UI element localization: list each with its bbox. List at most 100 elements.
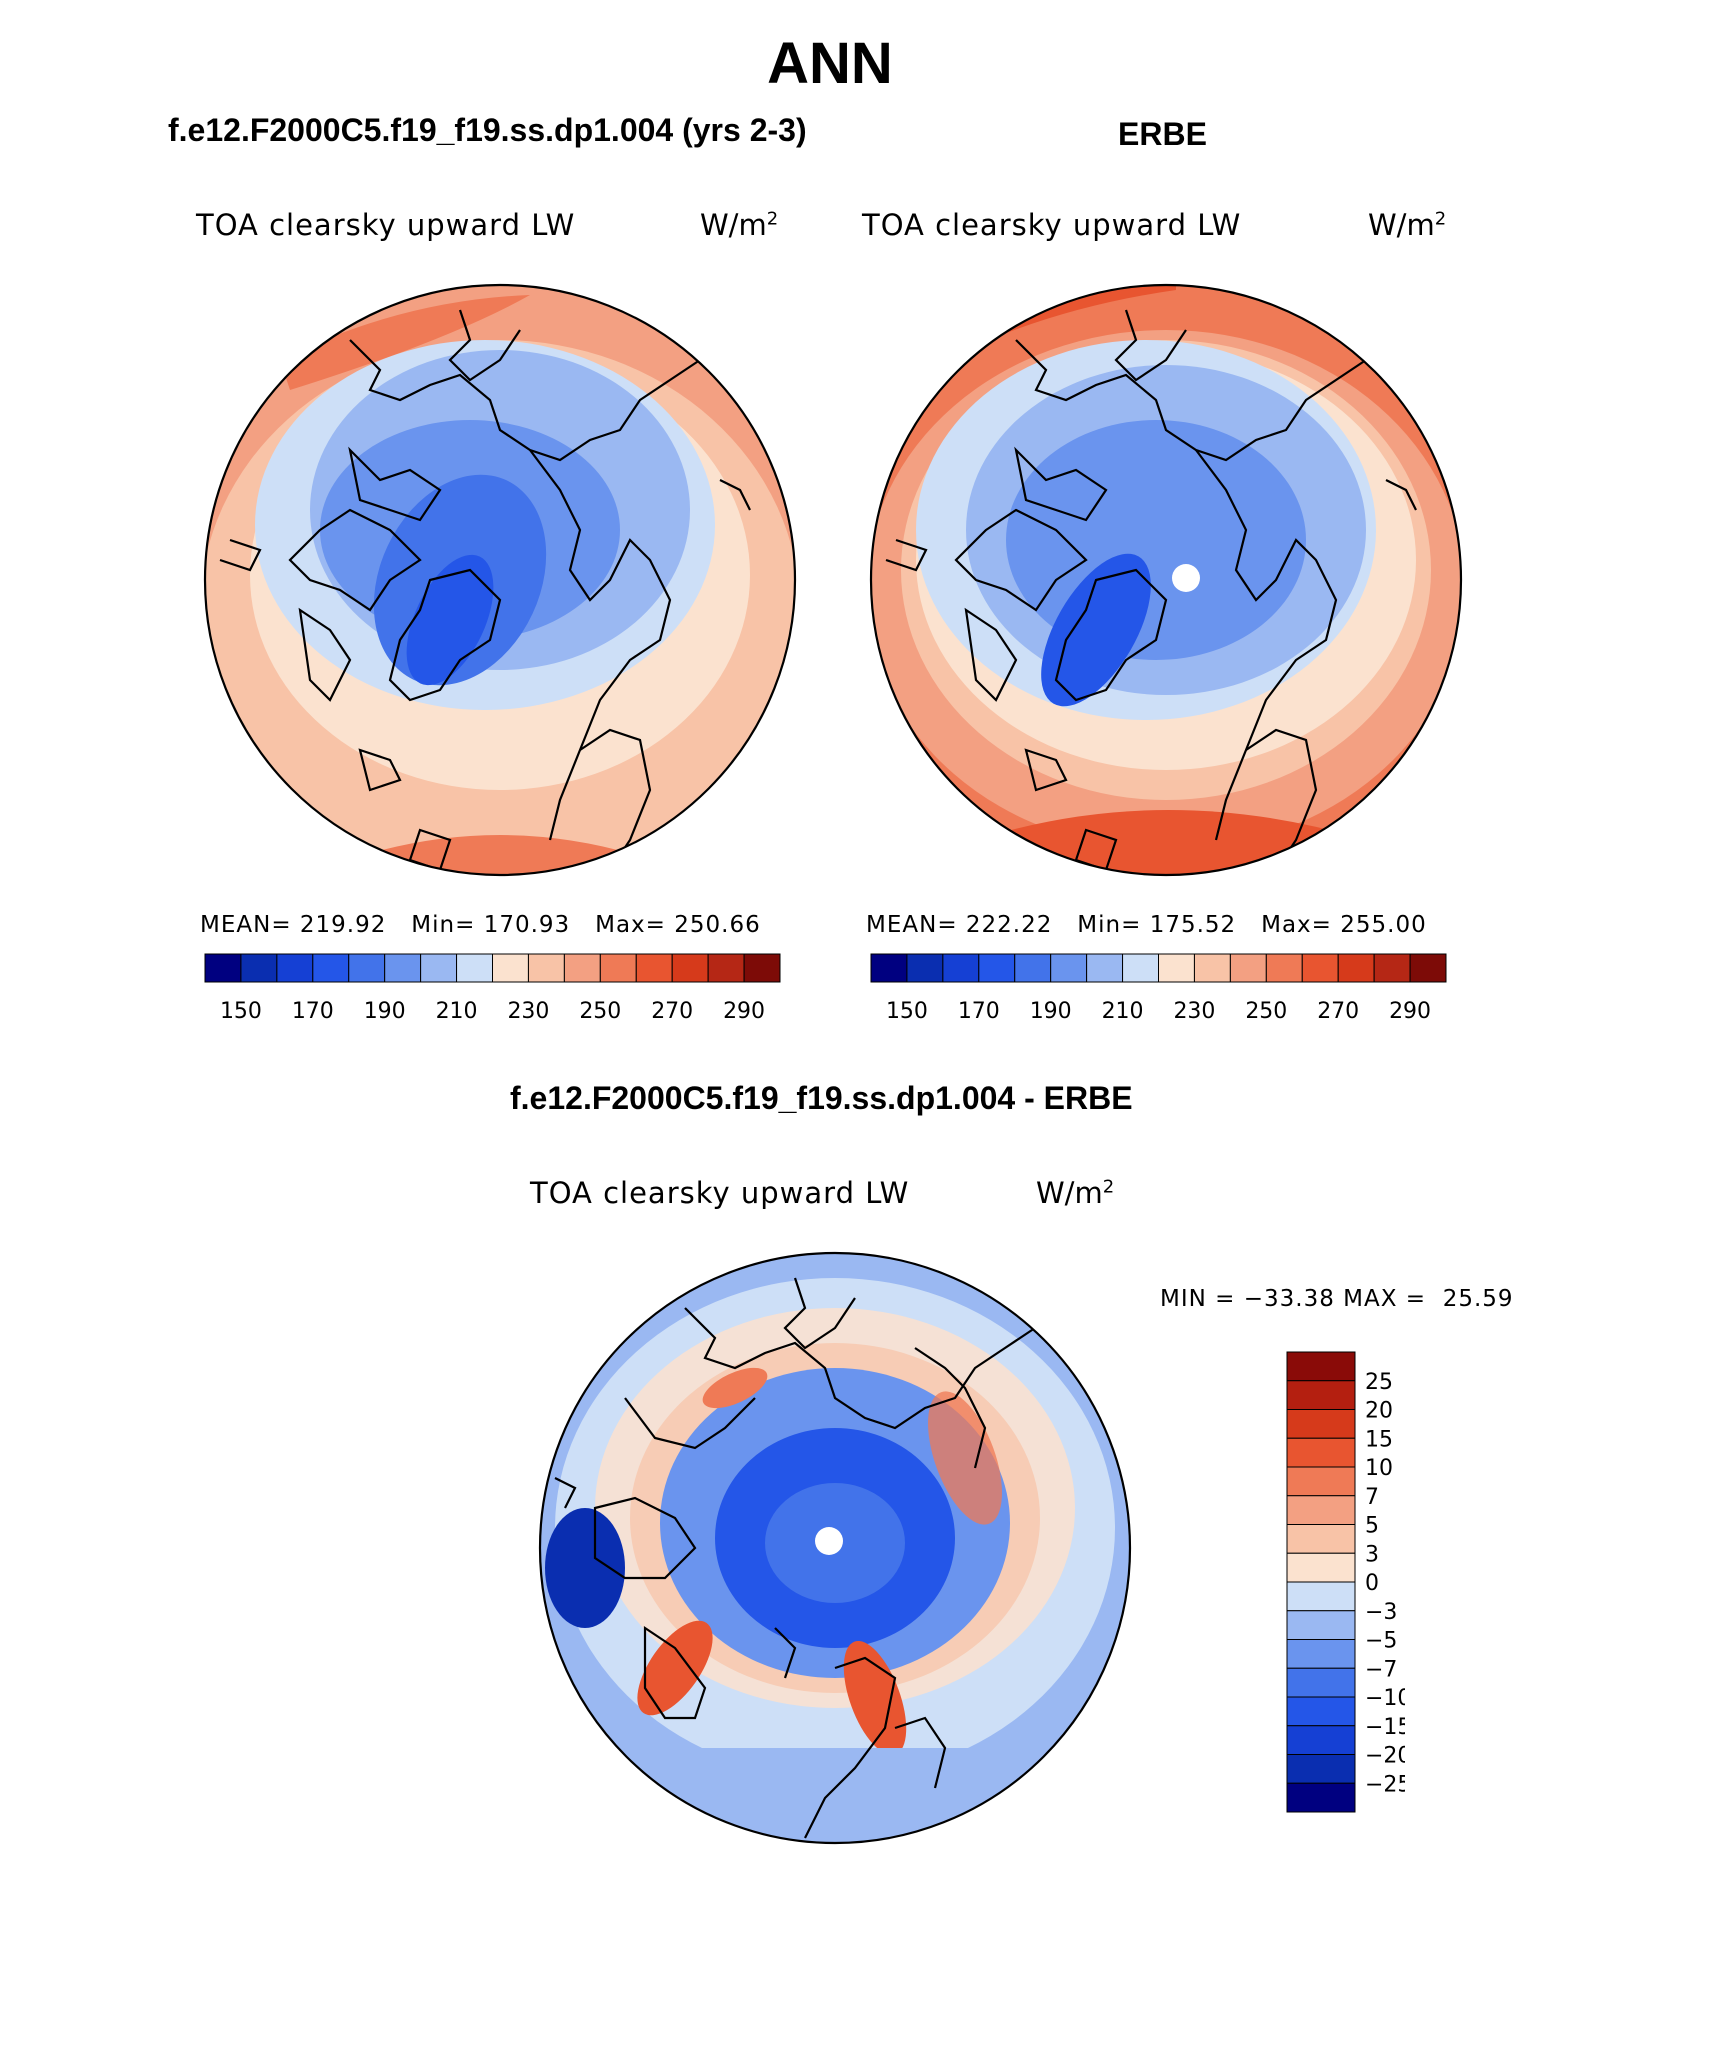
diff-colorbar-swatch bbox=[1286, 1610, 1356, 1640]
diff-colorbar-swatch bbox=[1286, 1754, 1356, 1784]
model-run-label: f.e12.F2000C5.f19_f19.ss.dp1.004 (yrs 2-… bbox=[168, 112, 807, 148]
model-colorbar-swatch bbox=[240, 953, 278, 983]
obs-polar-map bbox=[869, 283, 1463, 877]
obs-units-label: W/m2 bbox=[1368, 208, 1447, 242]
obs-colorbar-tick-label: 290 bbox=[1389, 999, 1431, 1024]
obs-colorbar-swatch bbox=[1229, 953, 1267, 983]
obs-colorbar-tick-label: 170 bbox=[958, 999, 1000, 1024]
diff-colorbar-tick-label: −20 bbox=[1365, 1744, 1405, 1769]
model-colorbar-swatch bbox=[348, 953, 386, 983]
diff-colorbar-tick-label: 20 bbox=[1365, 1399, 1393, 1424]
obs-colorbar-tick-label: 190 bbox=[1030, 999, 1072, 1024]
obs-colorbar-swatch bbox=[1086, 953, 1124, 983]
obs-colorbar-swatch bbox=[1265, 953, 1303, 983]
diff-colorbar-swatch bbox=[1286, 1524, 1356, 1554]
model-colorbar-swatch bbox=[384, 953, 422, 983]
diff-colorbar-tick-label: 3 bbox=[1365, 1542, 1379, 1567]
model-colorbar-swatch bbox=[527, 953, 565, 983]
model-colorbar-tick-label: 170 bbox=[292, 999, 334, 1024]
obs-stats: MEAN= 222.22 Min= 175.52 Max= 255.00 bbox=[866, 912, 1427, 938]
model-coastlines bbox=[219, 309, 751, 872]
model-colorbar-ticks: 150 170 190 210 230 250 270 290 bbox=[220, 999, 765, 1024]
diff-colorbar-tick-label: 0 bbox=[1365, 1571, 1379, 1596]
diff-run-label: f.e12.F2000C5.f19_f19.ss.dp1.004 - ERBE bbox=[510, 1080, 1133, 1116]
obs-colorbar-swatch bbox=[870, 953, 908, 983]
diff-colorbar: 25 20 15 10 7 5 3 0 −3 −5 −7 −10 −15 −20 −25 bbox=[1286, 1351, 1405, 1813]
diff-colorbar-swatch bbox=[1286, 1409, 1356, 1439]
model-colorbar-tick-label: 190 bbox=[364, 999, 406, 1024]
obs-colorbar-swatches bbox=[870, 953, 1447, 983]
diff-colorbar-tick-label: 25 bbox=[1365, 1370, 1393, 1395]
model-colorbar-swatch bbox=[635, 953, 673, 983]
diff-polar-map bbox=[538, 1251, 1132, 1845]
diff-colorbar-tick-label: −15 bbox=[1365, 1715, 1405, 1740]
model-colorbar-tick-label: 270 bbox=[651, 999, 693, 1024]
diff-colorbar-swatch bbox=[1286, 1351, 1356, 1382]
diff-colorbar-swatch bbox=[1286, 1437, 1356, 1468]
model-colorbar-swatch bbox=[312, 953, 350, 983]
diff-colorbar-tick-label: −10 bbox=[1365, 1686, 1405, 1711]
model-colorbar-tick-label: 210 bbox=[436, 999, 478, 1024]
model-colorbar-swatches bbox=[204, 953, 781, 983]
diff-colorbar-swatch bbox=[1286, 1495, 1356, 1525]
model-colorbar-swatch bbox=[743, 953, 781, 983]
obs-colorbar-swatch bbox=[1337, 953, 1375, 983]
obs-colorbar-tick-label: 230 bbox=[1173, 999, 1215, 1024]
model-stats: MEAN= 219.92 Min= 170.93 Max= 250.66 bbox=[200, 912, 761, 938]
model-colorbar-swatch bbox=[204, 953, 242, 983]
model-colorbar-tick-label: 230 bbox=[507, 999, 549, 1024]
model-variable-label: TOA clearsky upward LW bbox=[196, 208, 576, 242]
diff-colorbar-tick-label: −5 bbox=[1365, 1629, 1397, 1654]
model-colorbar-tick-label: 290 bbox=[723, 999, 765, 1024]
model-colorbar: 150 170 190 210 230 250 270 290 bbox=[204, 953, 781, 1024]
obs-colorbar-swatch bbox=[942, 953, 980, 983]
model-units-label: W/m2 bbox=[700, 208, 779, 242]
obs-colorbar: 150 170 190 210 230 250 270 290 bbox=[870, 953, 1447, 1024]
model-colorbar-swatch bbox=[492, 953, 529, 983]
diff-variable-label: TOA clearsky upward LW bbox=[530, 1176, 910, 1210]
diff-units-label: W/m2 bbox=[1036, 1176, 1115, 1210]
model-polar-map bbox=[203, 283, 797, 877]
diff-colorbar-swatch bbox=[1286, 1782, 1356, 1813]
obs-colorbar-swatch bbox=[1301, 953, 1339, 983]
obs-colorbar-swatch bbox=[1409, 953, 1447, 983]
diff-colorbar-swatch bbox=[1286, 1667, 1356, 1698]
obs-colorbar-ticks: 150 170 190 210 230 250 270 290 bbox=[886, 999, 1431, 1024]
diff-colorbar-tick-label: −25 bbox=[1365, 1772, 1405, 1797]
diff-colorbar-tick-label: 7 bbox=[1365, 1485, 1379, 1510]
diff-colorbar-ticks: 25 20 15 10 7 5 3 0 −3 −5 −7 −10 −15 −20 −25 bbox=[1365, 1370, 1405, 1798]
diff-colorbar-swatch bbox=[1286, 1725, 1356, 1755]
obs-colorbar-swatch bbox=[1014, 953, 1052, 983]
diff-colorbar-swatch bbox=[1286, 1466, 1356, 1497]
page-title: ANN bbox=[767, 31, 893, 96]
obs-colorbar-swatch bbox=[906, 953, 944, 983]
diff-colorbar-swatch bbox=[1286, 1639, 1356, 1669]
model-colorbar-swatch bbox=[599, 953, 637, 983]
model-colorbar-swatch bbox=[276, 953, 314, 983]
obs-colorbar-swatch bbox=[978, 953, 1016, 983]
diff-colorbar-tick-label: 5 bbox=[1365, 1514, 1379, 1539]
model-colorbar-swatch bbox=[671, 953, 709, 983]
model-colorbar-swatch bbox=[707, 953, 745, 983]
model-colorbar-swatch bbox=[456, 953, 493, 983]
obs-colorbar-swatch bbox=[1158, 953, 1195, 983]
diff-stats: MIN = −33.38 MAX = 25.59 bbox=[1160, 1286, 1514, 1312]
obs-colorbar-tick-label: 250 bbox=[1245, 999, 1287, 1024]
diff-colorbar-swatch bbox=[1286, 1581, 1356, 1612]
diff-colorbar-tick-label: −3 bbox=[1365, 1600, 1397, 1625]
obs-colorbar-swatch bbox=[1373, 953, 1411, 983]
diff-colorbar-tick-label: −7 bbox=[1365, 1657, 1397, 1682]
obs-colorbar-swatch bbox=[1193, 953, 1231, 983]
obs-colorbar-tick-label: 270 bbox=[1317, 999, 1359, 1024]
obs-colorbar-swatch bbox=[1050, 953, 1088, 983]
obs-colorbar-tick-label: 150 bbox=[886, 999, 928, 1024]
model-colorbar-swatch bbox=[563, 953, 601, 983]
obs-colorbar-tick-label: 210 bbox=[1102, 999, 1144, 1024]
diff-colorbar-swatch bbox=[1286, 1552, 1356, 1583]
obs-variable-label: TOA clearsky upward LW bbox=[862, 208, 1242, 242]
diff-coastlines bbox=[554, 1277, 1036, 1839]
obs-colorbar-swatch bbox=[1122, 953, 1159, 983]
model-colorbar-swatch bbox=[420, 953, 458, 983]
diff-colorbar-swatches bbox=[1286, 1351, 1356, 1813]
diff-colorbar-tick-label: 10 bbox=[1365, 1456, 1393, 1481]
